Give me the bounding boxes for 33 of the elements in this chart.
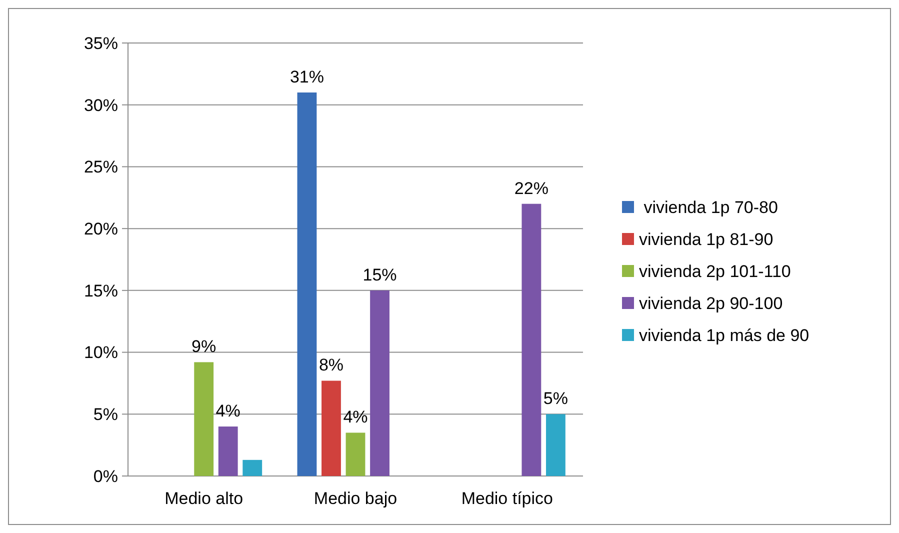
data-label: 31%	[290, 67, 324, 86]
data-label: 8%	[318, 356, 344, 375]
data-label: 9%	[192, 337, 216, 356]
legend-label: vivienda 1p 70-80	[639, 198, 778, 217]
bar	[242, 460, 262, 476]
data-label: 4%	[216, 402, 240, 421]
y-tick-label: 10%	[84, 343, 118, 362]
data-label: 22%	[514, 178, 548, 198]
data-label: 5%	[543, 389, 568, 408]
data-label: 4%	[343, 408, 368, 427]
legend-label: vivienda 1p más de 90	[639, 326, 810, 345]
bar	[346, 432, 366, 476]
y-tick-label: 15%	[84, 281, 118, 300]
bar	[522, 204, 542, 476]
y-tick-label: 25%	[84, 158, 118, 177]
bar	[218, 426, 238, 476]
y-tick-label: 30%	[84, 96, 118, 115]
legend-label: vivienda 2p 90-100	[639, 294, 783, 313]
bar	[194, 362, 214, 476]
y-tick-label: 0%	[93, 466, 118, 486]
y-tick-label: 5%	[93, 405, 118, 424]
legend-label: vivienda 1p 81-90	[639, 230, 774, 249]
x-tick-label: Medio bajo	[314, 489, 398, 508]
legend-label: vivienda 2p 101-110	[639, 262, 791, 281]
bar	[297, 92, 317, 476]
bar	[322, 380, 341, 476]
bar	[370, 290, 390, 476]
y-tick-label: 20%	[84, 220, 118, 239]
x-tick-label: Medio alto	[164, 489, 244, 508]
bar	[546, 414, 566, 476]
data-label: 15%	[362, 265, 397, 284]
x-tick-label: Medio típico	[461, 489, 554, 508]
y-tick-label: 35%	[84, 34, 118, 53]
